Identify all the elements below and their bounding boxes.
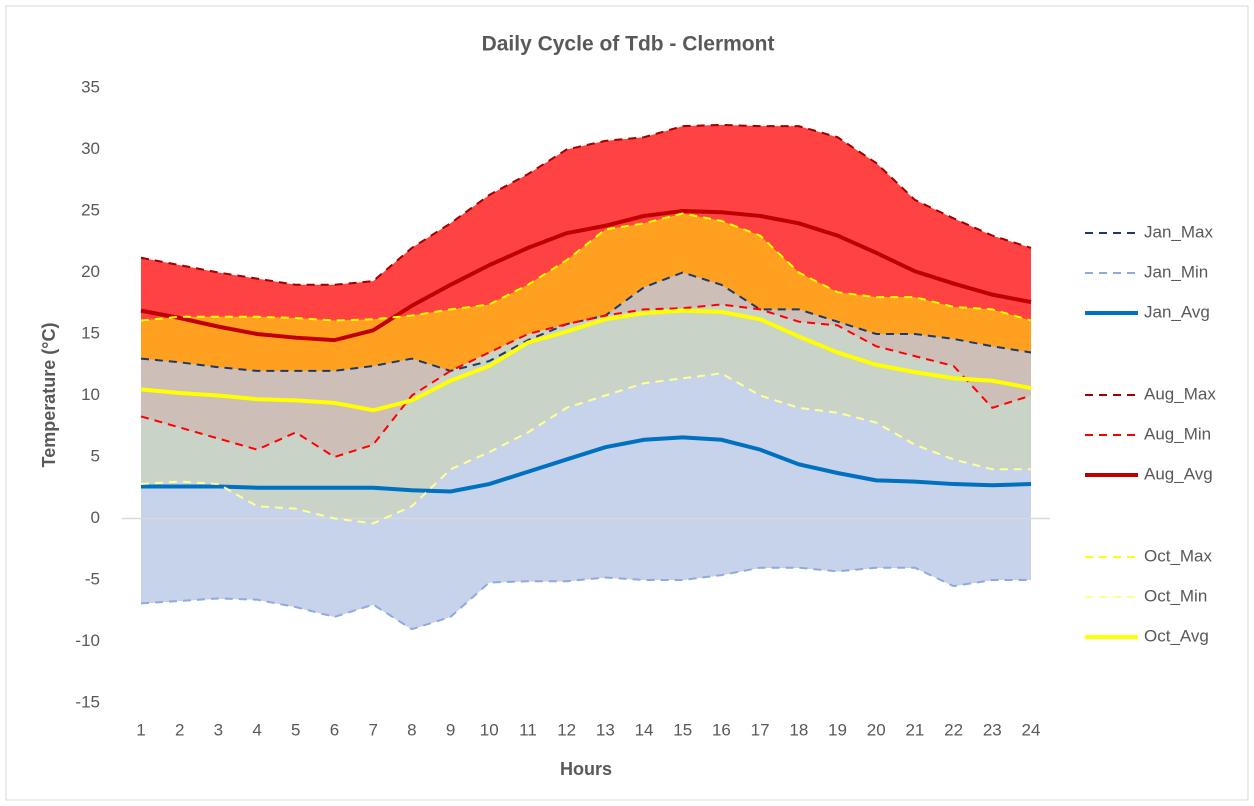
x-tick-label: 22	[944, 720, 963, 739]
x-tick-label: 13	[596, 720, 615, 739]
legend-label: Jan_Max	[1144, 222, 1213, 241]
x-tick-label: 12	[557, 720, 576, 739]
y-tick-label: 0	[91, 508, 100, 527]
series-line	[140, 208, 1032, 343]
x-tick-label: 15	[673, 720, 692, 739]
x-tick-label: 5	[291, 720, 300, 739]
legend-label: Jan_Avg	[1144, 302, 1210, 321]
y-tick-label: 20	[81, 262, 100, 281]
x-tick-label: 16	[712, 720, 731, 739]
x-tick-label: 3	[214, 720, 223, 739]
legend-label: Oct_Max	[1144, 546, 1213, 565]
x-tick-label: 17	[751, 720, 770, 739]
area-fill	[141, 373, 1031, 630]
x-tick-label: 18	[789, 720, 808, 739]
legend-label: Oct_Min	[1144, 586, 1207, 605]
y-tick-label: 10	[81, 385, 100, 404]
y-tick-label: 30	[81, 139, 100, 158]
x-tick-label: 6	[330, 720, 339, 739]
x-tick-label: 8	[407, 720, 416, 739]
y-axis-title: Temperature (°C)	[39, 323, 59, 468]
legend-label: Aug_Avg	[1144, 464, 1213, 483]
series-line	[140, 372, 1031, 525]
legend-label: Jan_Min	[1144, 262, 1208, 281]
y-tick-label: 25	[81, 200, 100, 219]
x-tick-label: 10	[480, 720, 499, 739]
series-line	[140, 303, 1032, 459]
legend-label: Aug_Min	[1144, 424, 1211, 443]
series-line	[140, 308, 1032, 413]
x-tick-label: 23	[983, 720, 1002, 739]
y-tick-label: -5	[85, 569, 100, 588]
y-tick-label: 5	[91, 446, 100, 465]
x-tick-label: 14	[635, 720, 654, 739]
x-tick-label: 7	[368, 720, 377, 739]
legend-label: Oct_Avg	[1144, 626, 1209, 645]
y-tick-label: 15	[81, 323, 100, 342]
x-tick-label: 21	[905, 720, 924, 739]
x-tick-label: 20	[867, 720, 886, 739]
y-tick-label: -10	[75, 631, 100, 650]
chart-title: Daily Cycle of Tdb - Clermont	[482, 33, 775, 56]
x-tick-label: 4	[252, 720, 261, 739]
legend-label: Aug_Max	[1144, 384, 1216, 403]
x-tick-label: 11	[519, 720, 537, 739]
x-tick-label: 19	[828, 720, 847, 739]
y-tick-label: -15	[75, 692, 100, 711]
x-tick-label: 24	[1022, 720, 1041, 739]
x-tick-label: 1	[136, 720, 145, 739]
x-tick-label: 9	[446, 720, 455, 739]
series-line	[140, 212, 1032, 322]
series-line	[140, 123, 1032, 286]
x-axis-title: Hours	[560, 759, 612, 779]
y-tick-label: 35	[81, 77, 100, 96]
x-tick-label: 2	[175, 720, 184, 739]
series-line	[141, 435, 1032, 494]
